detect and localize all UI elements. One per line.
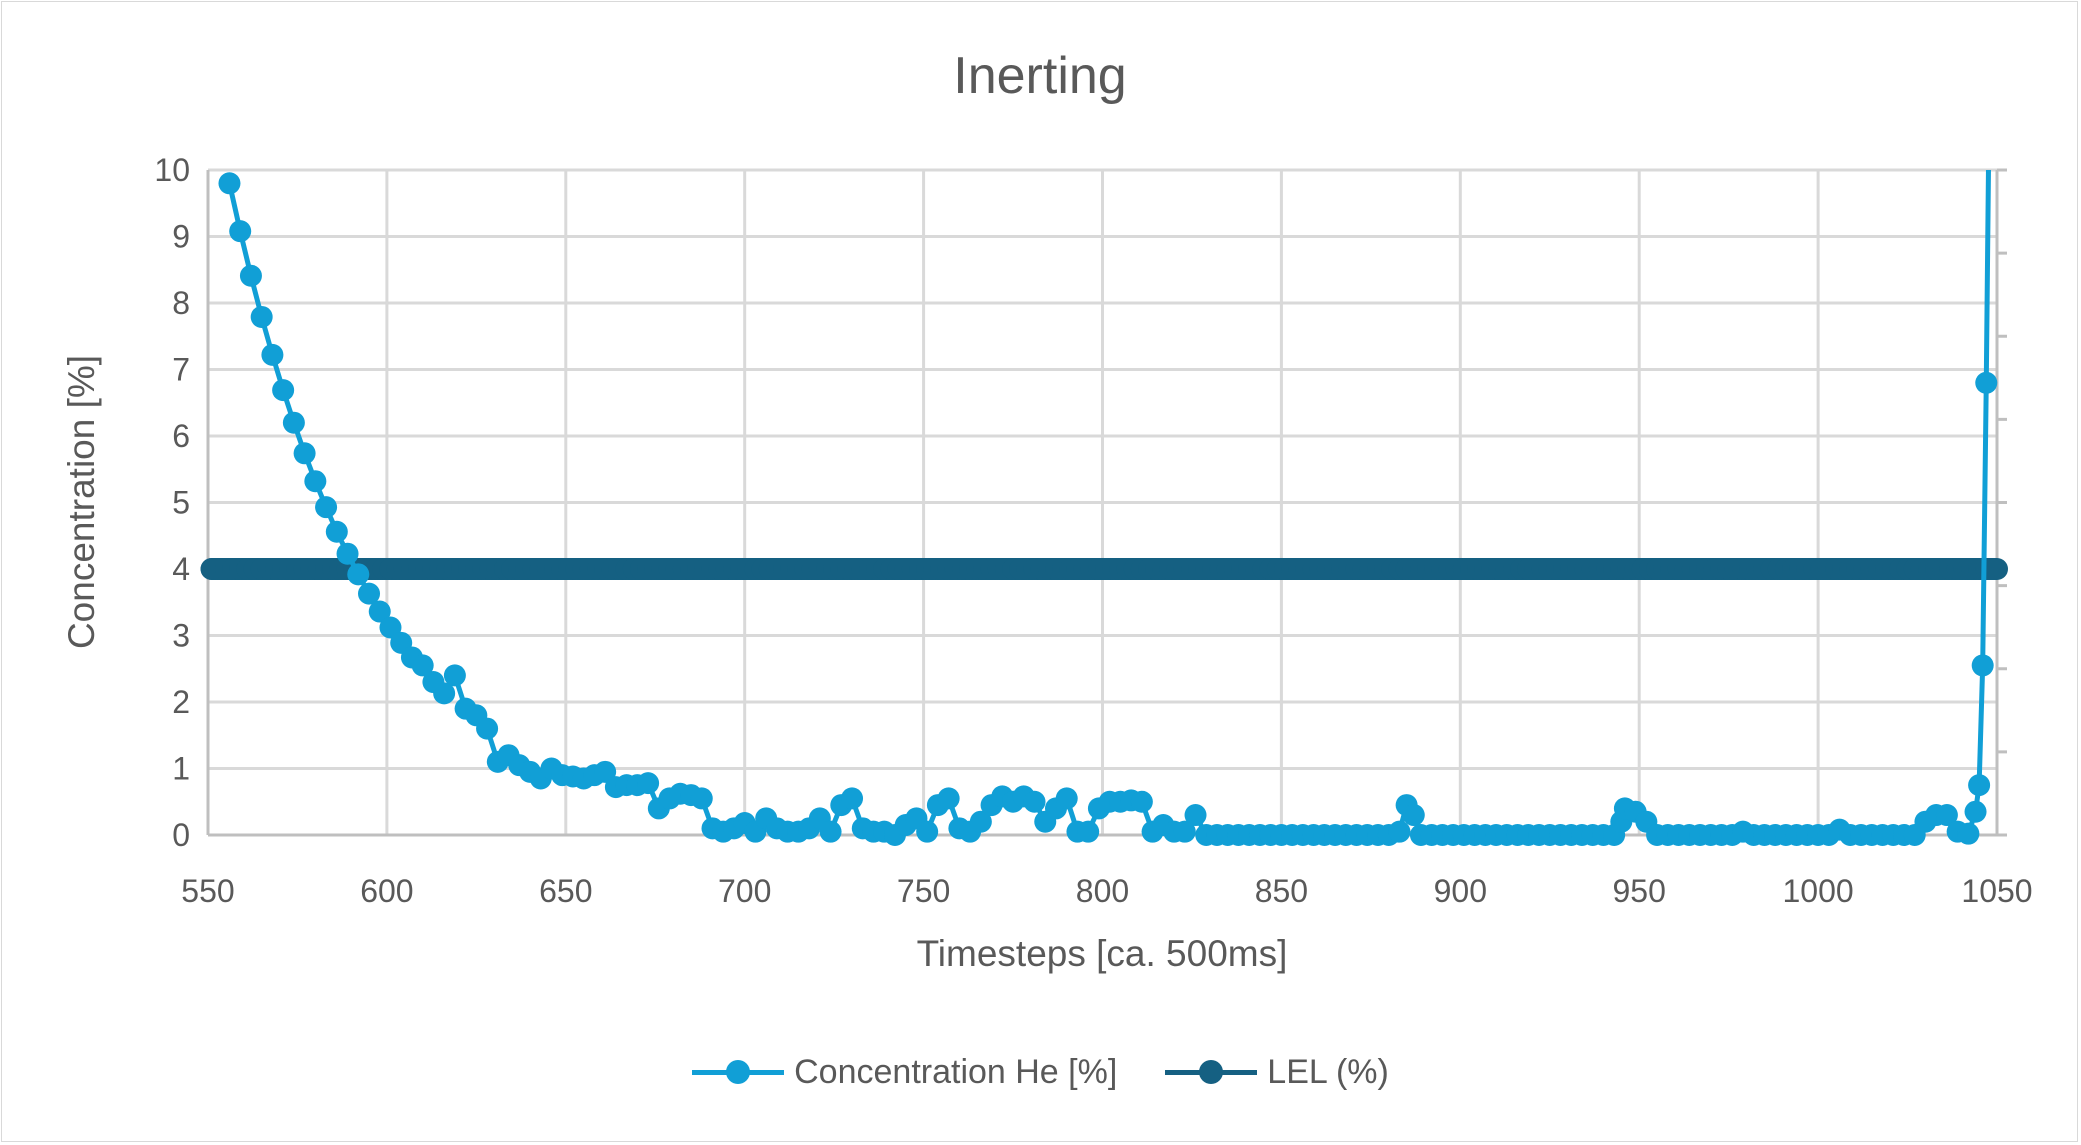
x-tick-label: 850	[1255, 873, 1308, 909]
y-tick-label: 0	[172, 817, 190, 853]
he-marker	[379, 616, 402, 639]
y-tick-label: 8	[172, 285, 190, 321]
gridlines	[208, 168, 1999, 835]
he-marker	[1130, 790, 1153, 813]
lel-marker	[1982, 558, 2005, 580]
y-tick-label: 2	[172, 684, 190, 720]
chart-title: Inerting	[953, 47, 1126, 105]
he-marker	[336, 542, 359, 565]
x-tick-label: 600	[360, 873, 413, 909]
x-tick-label: 800	[1076, 873, 1129, 909]
he-marker	[358, 582, 381, 605]
he-marker	[969, 810, 992, 833]
legend-swatch-lel	[1165, 1052, 1258, 1092]
legend-label: LEL (%)	[1267, 1052, 1389, 1091]
x-tick-label: 750	[897, 873, 950, 909]
he-marker	[282, 411, 305, 434]
he-marker	[1971, 654, 1994, 677]
y-tick-label: 9	[172, 219, 190, 255]
he-marker	[315, 496, 338, 519]
x-tick-label: 1050	[1961, 873, 2032, 909]
he-marker	[1184, 804, 1207, 827]
he-marker	[293, 442, 316, 465]
x-tick-label: 1000	[1783, 873, 1854, 909]
x-axis-title: Timesteps [ca. 500ms]	[917, 933, 1288, 974]
y-tick-label: 7	[172, 352, 190, 388]
he-marker	[325, 520, 348, 543]
he-marker	[411, 654, 434, 677]
he-marker	[433, 682, 456, 705]
he-marker	[218, 172, 241, 195]
he-marker	[1964, 800, 1987, 823]
y-tick-label: 5	[172, 485, 190, 521]
series-lel	[200, 558, 2008, 580]
y-tick-label: 4	[172, 551, 190, 587]
he-marker	[476, 717, 499, 740]
y-tick-label: 3	[172, 618, 190, 654]
series-concentration-he	[218, 169, 1998, 846]
he-marker	[1402, 804, 1425, 827]
he-marker	[261, 343, 284, 366]
he-marker	[594, 760, 617, 783]
he-marker	[1968, 774, 1991, 797]
he-marker	[239, 264, 262, 287]
x-tick-labels: 550 600 650 700 750 800 850 900 950 1000 1050	[181, 873, 2032, 909]
y-tick-label: 6	[172, 418, 190, 454]
x-tick-label: 950	[1613, 873, 1666, 909]
he-marker	[690, 787, 713, 810]
he-marker	[637, 772, 660, 795]
he-marker	[1173, 820, 1196, 843]
he-marker	[1935, 804, 1958, 827]
he-marker	[1388, 820, 1411, 843]
x-tick-label: 700	[718, 873, 771, 909]
he-marker	[229, 220, 252, 243]
y-tick-labels: 0 1 2 3 4 5 6 7 8 9 10	[154, 152, 190, 853]
x-tick-label: 650	[539, 873, 592, 909]
he-marker	[1023, 790, 1046, 813]
he-marker	[250, 305, 273, 328]
legend-item-concentration-he[interactable]: Concentration He [%]	[692, 1052, 1117, 1092]
he-marker	[304, 470, 327, 493]
he-marker	[937, 787, 960, 810]
he-marker	[368, 600, 391, 623]
he-marker	[819, 820, 842, 843]
y-axis-title: Concentration [%]	[61, 355, 102, 649]
he-marker	[841, 787, 864, 810]
x-tick-label: 550	[181, 873, 234, 909]
series-layer	[200, 169, 2008, 846]
x-tick-label: 900	[1434, 873, 1487, 909]
legend-item-lel[interactable]: LEL (%)	[1165, 1052, 1389, 1092]
y-tick-label: 1	[172, 751, 190, 787]
he-marker	[1055, 787, 1078, 810]
legend: Concentration He [%] LEL (%)	[0, 1052, 2081, 1092]
he-marker	[347, 563, 370, 586]
he-marker	[443, 664, 466, 687]
he-marker	[1975, 371, 1998, 394]
y-tick-label: 10	[154, 152, 190, 188]
legend-label: Concentration He [%]	[794, 1052, 1118, 1091]
he-marker	[1957, 822, 1980, 845]
he-marker	[916, 820, 939, 843]
he-marker	[272, 379, 295, 402]
legend-swatch-he	[692, 1052, 785, 1092]
he-marker	[1077, 820, 1100, 843]
